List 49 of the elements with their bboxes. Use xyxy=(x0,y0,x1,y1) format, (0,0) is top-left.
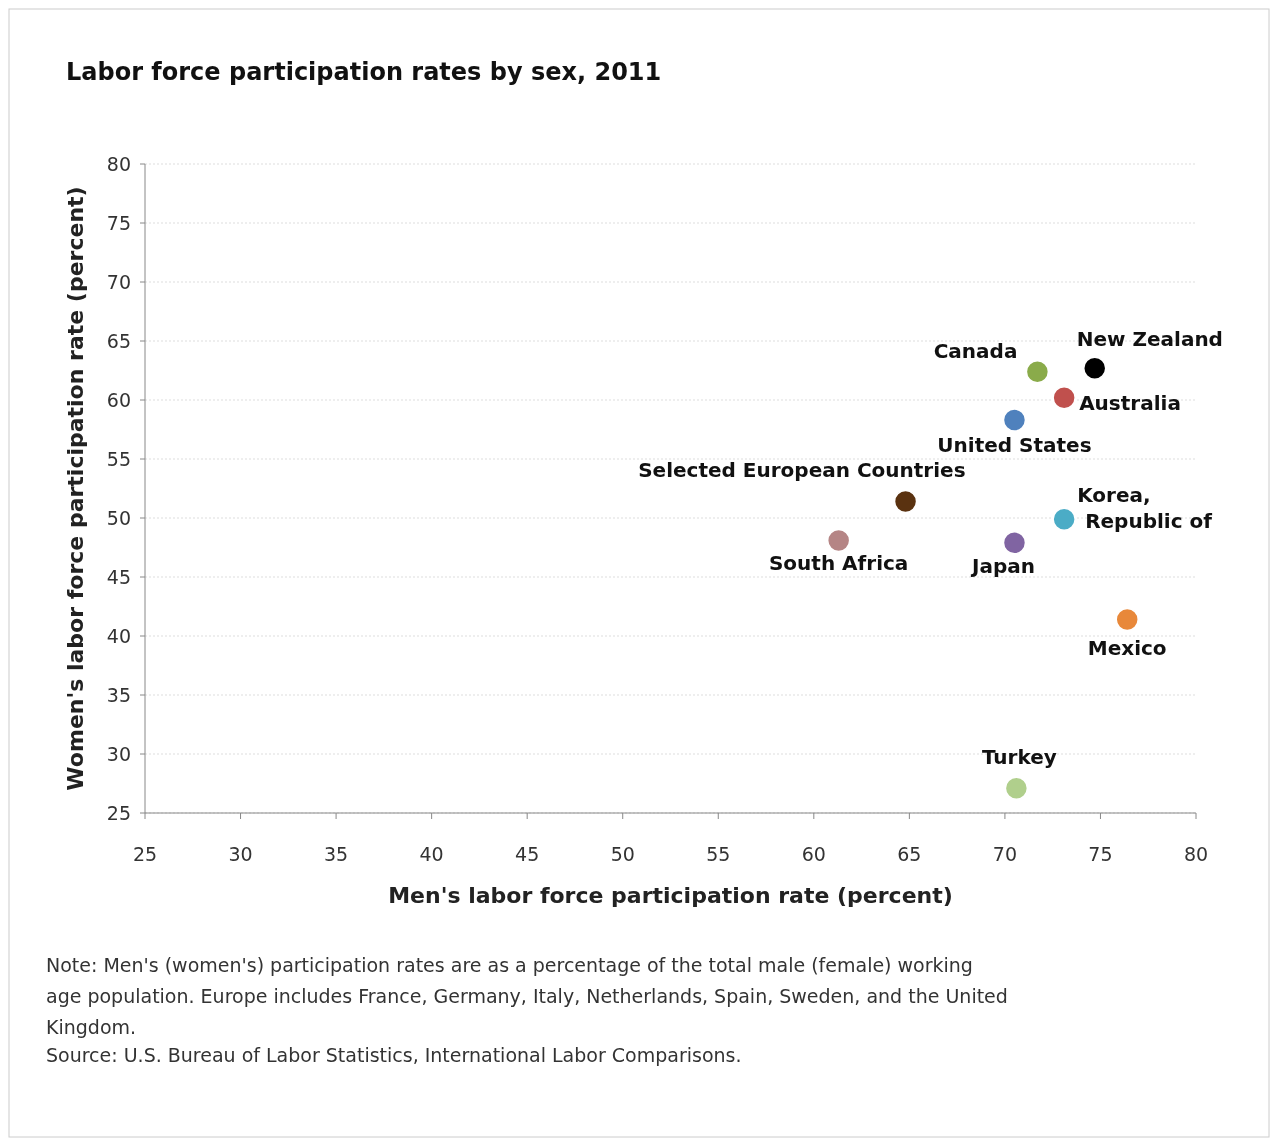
text: Selected European Countries xyxy=(638,458,966,483)
x-tick-label: 40 xyxy=(419,843,444,865)
x-tick-label: 65 xyxy=(897,843,922,865)
x-tick-label: 45 xyxy=(515,843,540,865)
x-tick-label: 50 xyxy=(610,843,635,865)
point xyxy=(1025,359,1050,384)
y-tick-label: 25 xyxy=(106,802,131,824)
x-tick-label: 25 xyxy=(132,843,158,865)
series-label: New Zealand xyxy=(1076,327,1223,352)
source-note: Source: U.S. Bureau of Labor Statistics, International Labor Comparisons. xyxy=(46,1044,742,1066)
series-label: Mexico xyxy=(1087,636,1167,661)
series-label: Canada xyxy=(933,338,1018,363)
y-tick-label: 75 xyxy=(106,212,131,234)
point xyxy=(826,528,851,553)
y-tick-label: 55 xyxy=(106,448,131,470)
series-label: Turkey xyxy=(981,745,1057,770)
x-tick-label: 55 xyxy=(706,843,731,865)
x-tick-label: 70 xyxy=(992,843,1017,865)
x-tick-label: 35 xyxy=(324,843,349,865)
x-tick-label: 60 xyxy=(801,843,826,865)
point xyxy=(1082,356,1107,380)
point xyxy=(1002,408,1027,432)
series-label: Australia xyxy=(1079,390,1181,415)
point xyxy=(1052,385,1076,410)
x-tick-label: 75 xyxy=(1088,843,1113,865)
y-tick-label: 30 xyxy=(106,743,131,765)
series-label: United States xyxy=(937,433,1092,458)
x-tick-label: 30 xyxy=(228,843,253,865)
x-axis-title: Men's labor force participation rate (percent) xyxy=(388,883,953,908)
point xyxy=(1052,507,1076,531)
point xyxy=(1115,607,1139,632)
y-tick-label: 35 xyxy=(106,684,131,706)
y-tick-label: 50 xyxy=(106,507,131,529)
y-tick-label: 65 xyxy=(106,330,131,352)
y-tick-label: 70 xyxy=(106,271,131,293)
point xyxy=(1004,776,1029,800)
y-tick-label: 60 xyxy=(106,389,131,411)
chart-title: Labor force participation rates by sex, 2011 xyxy=(66,58,662,86)
text: Note: Men's (women's) participation rates are as a percentage of the total male (female) working age population. Europe includes France, Germany, Italy, Netherlands, Spain, Sweden, and the United Kingdom. xyxy=(46,954,1008,1038)
series-label: Korea, Republic of xyxy=(1077,483,1213,534)
series-label: Japan xyxy=(969,553,1035,578)
y-tick-label: 80 xyxy=(106,153,131,175)
y-tick-label: 45 xyxy=(106,566,131,588)
point xyxy=(893,489,918,514)
point xyxy=(1002,531,1027,555)
x-tick-label: 80 xyxy=(1183,843,1209,865)
series-label: South Africa xyxy=(768,551,909,576)
y-tick-label: 40 xyxy=(106,625,131,647)
y-axis-title: Women's labor force participation rate (percent) xyxy=(63,186,88,791)
